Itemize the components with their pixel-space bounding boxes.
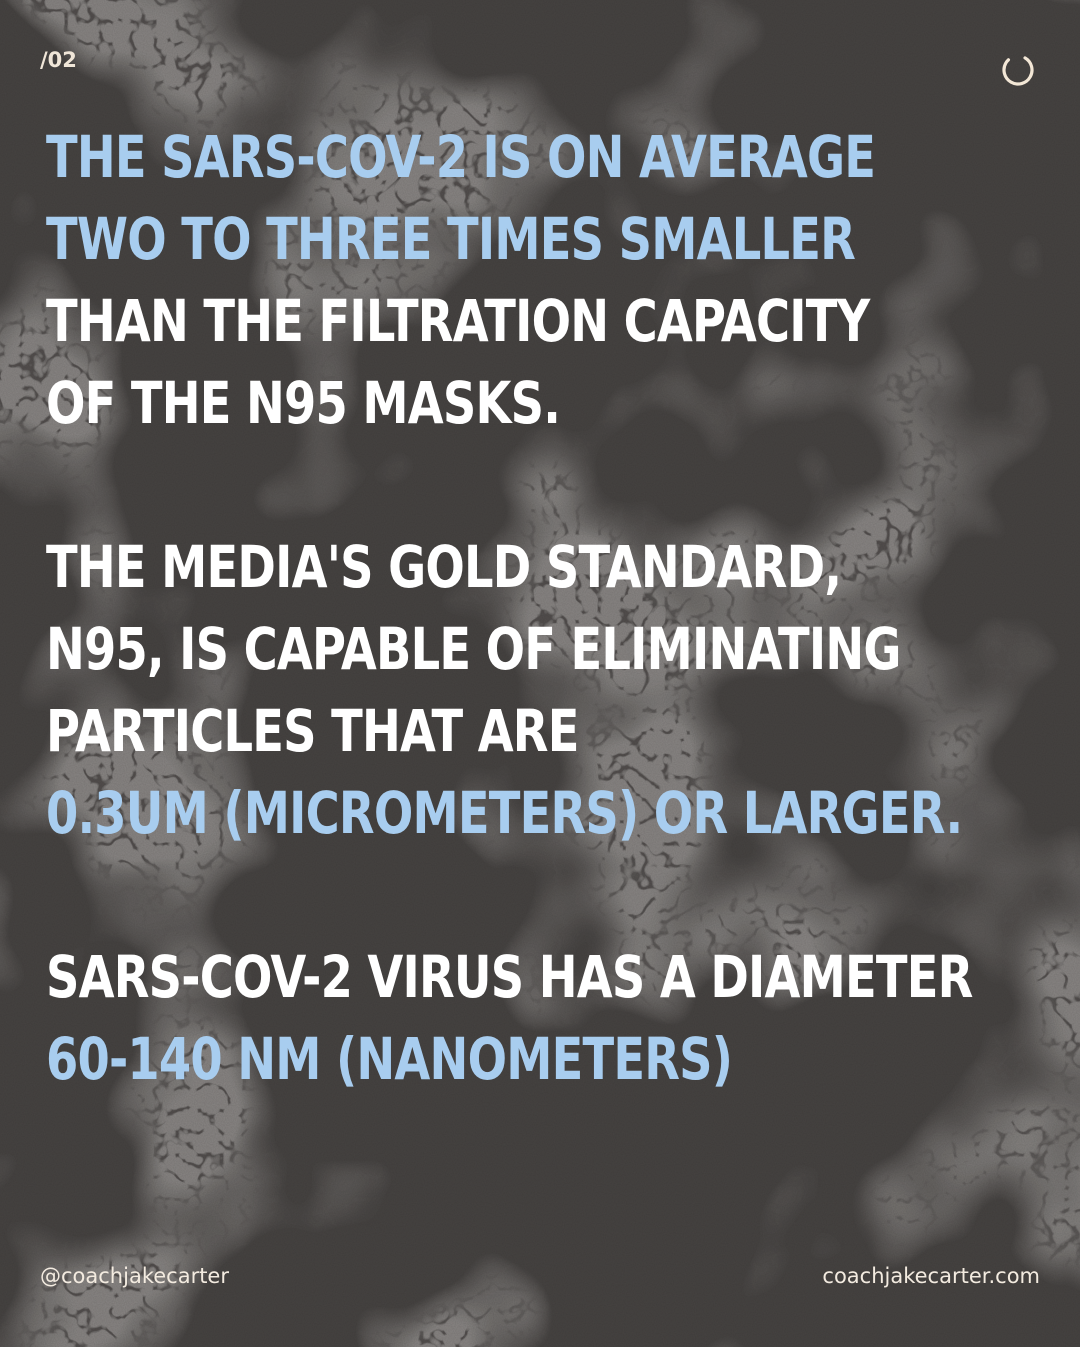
headline-line-4: OF THE N95 MASKS.	[46, 369, 561, 437]
loading-ring-icon	[1002, 54, 1034, 86]
headline-line-2: TWO TO THREE TIMES SMALLER	[46, 205, 856, 273]
main-text-block: THE SARS-COV-2 IS ON AVERAGE TWO TO THRE…	[46, 116, 1056, 1100]
paragraph-spacer	[46, 854, 1056, 936]
page-number: /02	[40, 48, 77, 72]
headline-line-1: THE SARS-COV-2 IS ON AVERAGE	[46, 123, 876, 191]
headline-line-3: THAN THE FILTRATION CAPACITY	[46, 287, 870, 355]
n95-line-3: PARTICLES THAT ARE	[46, 697, 579, 765]
paragraph-spacer	[46, 444, 1056, 526]
n95-paragraph: THE MEDIA'S GOLD STANDARD, N95, IS CAPAB…	[46, 526, 1056, 854]
social-handle[interactable]: @coachjakecarter	[40, 1264, 229, 1288]
virus-line-2: 60-140 NM (NANOMETERS)	[46, 1025, 733, 1093]
virus-line-1: SARS-COV-2 VIRUS HAS A DIAMETER	[46, 943, 973, 1011]
n95-line-4: 0.3UM (MICROMETERS) OR LARGER.	[46, 779, 963, 847]
headline-paragraph: THE SARS-COV-2 IS ON AVERAGE TWO TO THRE…	[46, 116, 1056, 444]
n95-line-1: THE MEDIA'S GOLD STANDARD,	[46, 533, 842, 601]
website-link[interactable]: coachjakecarter.com	[822, 1264, 1040, 1288]
n95-line-2: N95, IS CAPABLE OF ELIMINATING	[46, 615, 901, 683]
virus-paragraph: SARS-COV-2 VIRUS HAS A DIAMETER 60-140 N…	[46, 936, 1056, 1100]
